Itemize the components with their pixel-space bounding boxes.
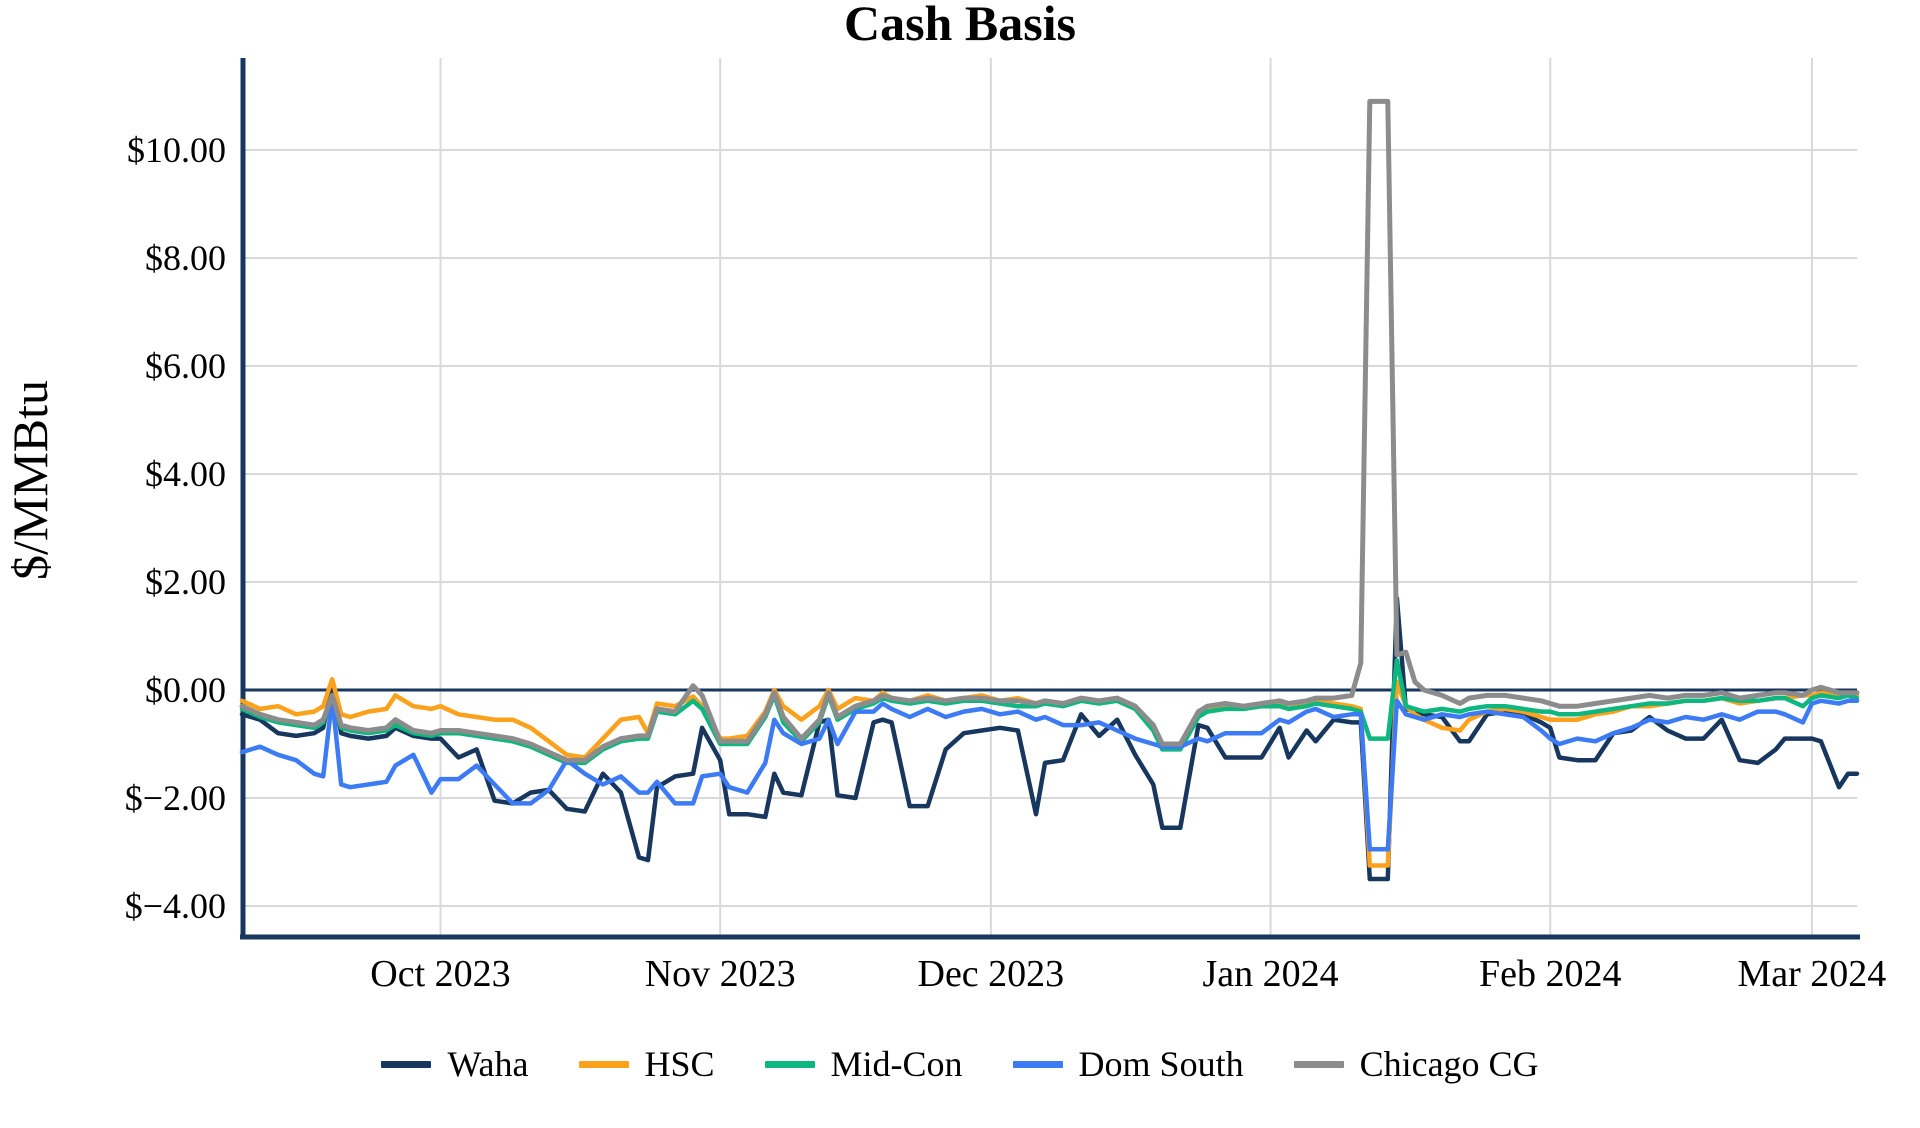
legend-item-hsc: HSC (578, 1044, 715, 1084)
chart-title: Cash Basis (843, 0, 1077, 51)
y-tick-label: $−4.00 (124, 886, 226, 926)
x-tick-label: Feb 2024 (1478, 953, 1622, 995)
y-tick-label: $6.00 (145, 346, 226, 386)
series-line-chicago-cg (239, 98, 1860, 763)
legend-swatch-icon (381, 1060, 432, 1068)
series-lines (239, 98, 1860, 882)
legend-swatch-icon (764, 1060, 815, 1068)
x-tick-label: Mar 2024 (1737, 953, 1887, 995)
series-line-mid-con (239, 658, 1860, 766)
x-tick-label: Dec 2023 (917, 953, 1065, 995)
legend-swatch-icon (1293, 1060, 1344, 1068)
y-tick-label: $10.00 (127, 130, 226, 170)
legend-label: Waha (447, 1044, 529, 1084)
legend-label: Mid-Con (830, 1044, 963, 1084)
y-tick-label: $2.00 (145, 562, 226, 602)
y-tick-label: $8.00 (145, 238, 226, 278)
legend-label: Dom South (1078, 1044, 1244, 1084)
axes (240, 58, 1860, 940)
y-tick-label: $−2.00 (124, 778, 226, 818)
gridlines (242, 58, 1857, 935)
legend-item-waha: Waha (381, 1044, 529, 1084)
legend-label: HSC (644, 1044, 715, 1084)
x-tick-label: Jan 2024 (1202, 953, 1339, 995)
legend-item-chicago-cg: Chicago CG (1293, 1044, 1539, 1084)
legend-item-dom-south: Dom South (1012, 1044, 1244, 1084)
legend-label: Chicago CG (1359, 1044, 1539, 1084)
legend: Waha HSC Mid-Con Dom South Chicago CG (0, 1044, 1920, 1084)
x-tick-label: Oct 2023 (370, 953, 511, 995)
legend-swatch-icon (1012, 1060, 1063, 1068)
legend-item-mid-con: Mid-Con (764, 1044, 963, 1084)
series-line-dom-south (239, 695, 1860, 852)
legend-swatch-icon (578, 1060, 629, 1068)
y-tick-label: $0.00 (145, 670, 226, 710)
y-tick-label: $4.00 (145, 454, 226, 494)
x-tick-label: Nov 2023 (644, 953, 796, 995)
